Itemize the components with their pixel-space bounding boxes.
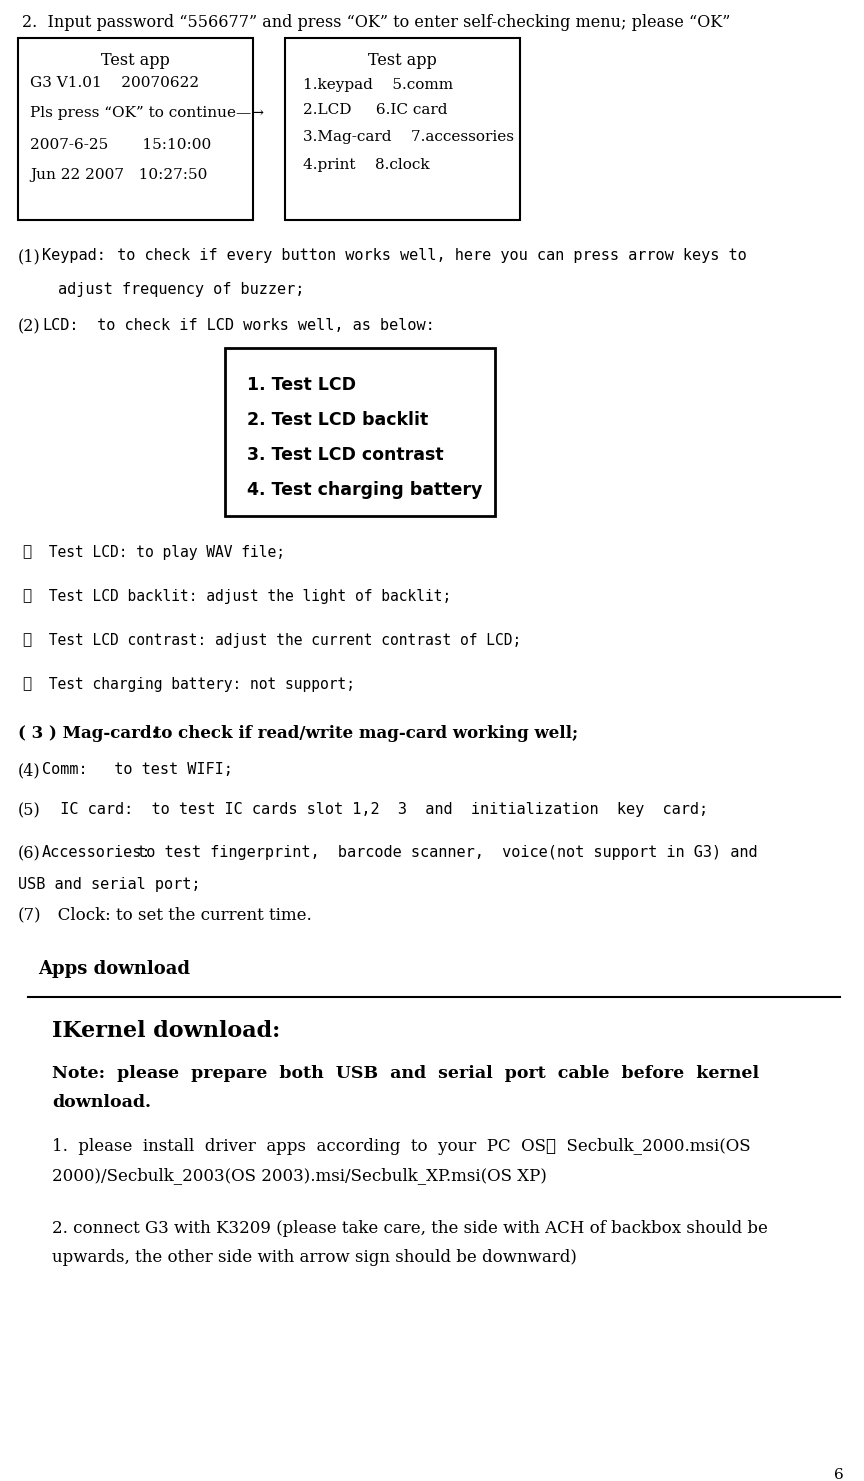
Text: 3. Test LCD contrast: 3. Test LCD contrast: [247, 446, 443, 464]
Text: 2. connect G3 with K3209 (please take care, the side with ACH of backbox should : 2. connect G3 with K3209 (please take ca…: [52, 1220, 768, 1266]
Text: Accessories:: Accessories:: [42, 846, 151, 860]
Text: (1): (1): [18, 247, 41, 265]
Text: 2.  Input password “556677” and press “OK” to enter self-checking menu; please “: 2. Input password “556677” and press “OK…: [22, 13, 730, 31]
Text: Jun 22 2007   10:27:50: Jun 22 2007 10:27:50: [30, 167, 207, 182]
Text: 1.  please  install  driver  apps  according  to  your  PC  OS：  Secbulk_2000.ms: 1. please install driver apps according …: [52, 1137, 751, 1183]
Text: Test LCD: to play WAV file;: Test LCD: to play WAV file;: [40, 545, 285, 560]
Text: Test app: Test app: [100, 52, 169, 70]
Text: G3 V1.01    20070622: G3 V1.01 20070622: [30, 76, 199, 90]
Text: ①: ①: [22, 545, 31, 558]
Text: (4): (4): [18, 763, 41, 779]
Text: Test charging battery: not support;: Test charging battery: not support;: [40, 677, 355, 692]
Text: to test WIFI;: to test WIFI;: [96, 763, 233, 778]
Text: 1. Test LCD: 1. Test LCD: [247, 376, 356, 394]
Text: Test app: Test app: [367, 52, 436, 70]
Text: (6): (6): [18, 846, 41, 862]
Text: (7): (7): [18, 906, 41, 924]
Text: to check if read/write mag-card working well;: to check if read/write mag-card working …: [148, 726, 578, 742]
Text: (2): (2): [18, 318, 41, 335]
Text: ( 3 ) Mag-card:: ( 3 ) Mag-card:: [18, 726, 158, 742]
Text: 2. Test LCD backlit: 2. Test LCD backlit: [247, 412, 429, 429]
Text: Apps download: Apps download: [38, 960, 190, 977]
Text: Keypad:: Keypad:: [42, 247, 106, 264]
Text: 4. Test charging battery: 4. Test charging battery: [247, 481, 482, 499]
Text: (5): (5): [18, 803, 41, 819]
Text: LCD:: LCD:: [42, 318, 79, 333]
Text: to check if every button works well, here you can press arrow keys to: to check if every button works well, her…: [108, 247, 746, 264]
Bar: [18, 39, 253, 221]
Text: Test LCD contrast: adjust the current contrast of LCD;: Test LCD contrast: adjust the current co…: [40, 632, 521, 649]
Text: Pls press “OK” to continue—→: Pls press “OK” to continue—→: [30, 107, 264, 120]
Text: 1.keypad    5.comm: 1.keypad 5.comm: [303, 78, 453, 92]
Text: IKernel download:: IKernel download:: [52, 1020, 280, 1043]
Text: 4.print    8.clock: 4.print 8.clock: [303, 158, 429, 172]
Text: to test fingerprint,  barcode scanner,  voice(not support in G3) and: to test fingerprint, barcode scanner, vo…: [128, 846, 758, 860]
Text: 6: 6: [835, 1468, 844, 1481]
Text: Test LCD backlit: adjust the light of backlit;: Test LCD backlit: adjust the light of ba…: [40, 589, 451, 604]
Bar: [285, 39, 520, 221]
Text: adjust frequency of buzzer;: adjust frequency of buzzer;: [58, 281, 304, 298]
Text: Note:  please  prepare  both  USB  and  serial  port  cable  before  kernel
down: Note: please prepare both USB and serial…: [52, 1065, 759, 1111]
Text: USB and serial port;: USB and serial port;: [18, 877, 200, 892]
Text: ②: ②: [22, 589, 31, 603]
Text: ④: ④: [22, 677, 31, 692]
Text: 2007-6-25       15:10:00: 2007-6-25 15:10:00: [30, 138, 212, 153]
Text: to check if LCD works well, as below:: to check if LCD works well, as below:: [88, 318, 435, 333]
Text: Clock: to set the current time.: Clock: to set the current time.: [42, 906, 312, 924]
Bar: [225, 348, 495, 515]
Text: 3.Mag-card    7.accessories: 3.Mag-card 7.accessories: [303, 130, 514, 144]
Text: ③: ③: [22, 632, 31, 647]
Text: IC card:  to test IC cards slot 1,2  3  and  initialization  key  card;: IC card: to test IC cards slot 1,2 3 and…: [42, 803, 708, 818]
Text: 2.LCD     6.IC card: 2.LCD 6.IC card: [303, 104, 448, 117]
Text: Comm:: Comm:: [42, 763, 87, 778]
